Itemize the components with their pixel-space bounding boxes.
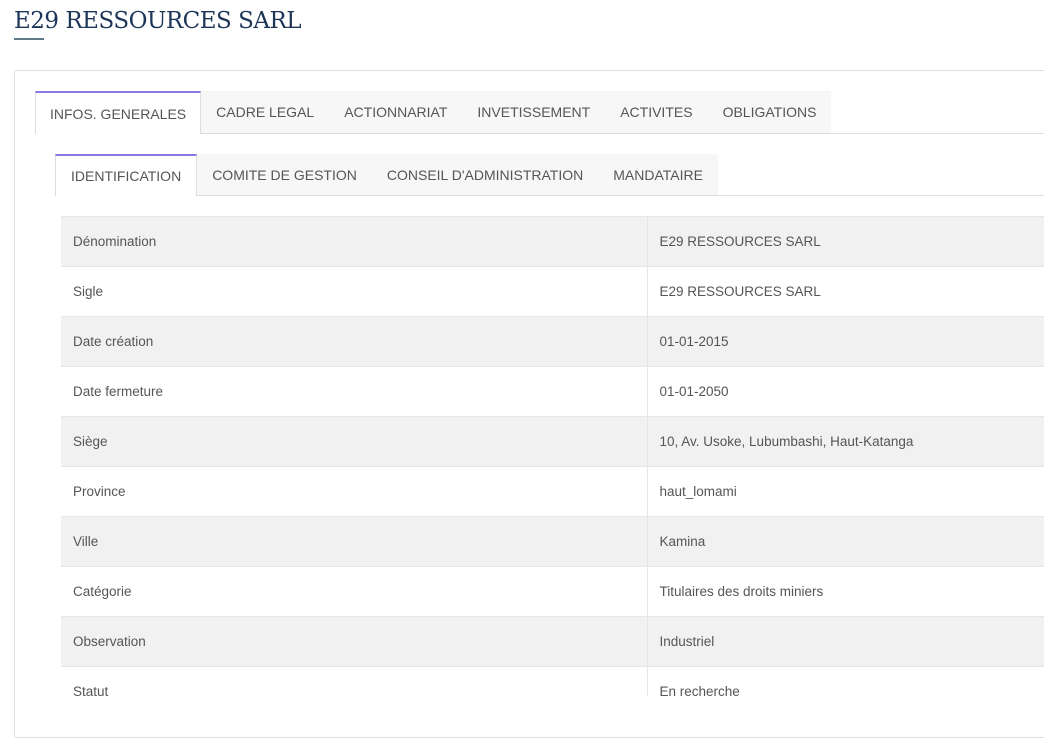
subtab-mandataire[interactable]: MANDATAIRE xyxy=(598,154,718,195)
field-value: En recherche xyxy=(647,666,1044,696)
field-label: Sigle xyxy=(61,266,648,317)
field-label: Date création xyxy=(61,316,648,367)
main-tabs: INFOS. GENERALES CADRE LEGAL ACTIONNARIA… xyxy=(35,91,1044,134)
field-label: Dénomination xyxy=(61,216,648,267)
table-row: Siège 10, Av. Usoke, Lubumbashi, Haut-Kat… xyxy=(61,416,1044,467)
table-row: Date fermeture 01-01-2050 xyxy=(61,366,1044,417)
sub-tabs: IDENTIFICATION COMITE DE GESTION CONSEIL… xyxy=(55,154,1044,196)
table-row: Statut En recherche xyxy=(61,666,1044,696)
identification-table-scroll[interactable]: Dénomination E29 RESSOURCES SARL Sigle E29 … xyxy=(61,216,1044,696)
identification-table: Dénomination E29 RESSOURCES SARL Sigle E29 … xyxy=(61,216,1044,696)
field-value: 10, Av. Usoke, Lubumbashi, Haut-Katanga xyxy=(647,416,1044,467)
field-value: E29 RESSOURCES SARL xyxy=(647,266,1044,317)
field-label: Ville xyxy=(61,516,648,567)
tab-actionnariat[interactable]: ACTIONNARIAT xyxy=(329,91,463,133)
table-row: Catégorie Titulaires des droits miniers xyxy=(61,566,1044,617)
subtab-identification[interactable]: IDENTIFICATION xyxy=(55,154,198,196)
field-value: Titulaires des droits miniers xyxy=(647,566,1044,617)
field-label: Siège xyxy=(61,416,648,467)
field-label: Statut xyxy=(61,666,648,696)
table-row: Dénomination E29 RESSOURCES SARL xyxy=(61,216,1044,267)
subtab-comite-de-gestion[interactable]: COMITE DE GESTION xyxy=(197,154,372,195)
field-label: Catégorie xyxy=(61,566,648,617)
field-label: Province xyxy=(61,466,648,517)
field-value: Kamina xyxy=(647,516,1044,567)
field-label: Date fermeture xyxy=(61,366,648,417)
tab-cadre-legal[interactable]: CADRE LEGAL xyxy=(201,91,330,133)
content-card xyxy=(14,70,1044,738)
table-row: Observation Industriel xyxy=(61,616,1044,667)
page-title: E29 RESSOURCES SARL xyxy=(14,8,302,34)
table-row: Sigle E29 RESSOURCES SARL xyxy=(61,266,1044,317)
tab-activites[interactable]: ACTIVITES xyxy=(605,91,708,133)
field-value: haut_lomami xyxy=(647,466,1044,517)
field-value: 01-01-2015 xyxy=(647,316,1044,367)
tab-infos-generales[interactable]: INFOS. GENERALES xyxy=(35,91,202,134)
table-row: Province haut_lomami xyxy=(61,466,1044,517)
tab-investissement[interactable]: INVETISSEMENT xyxy=(462,91,606,133)
title-underline xyxy=(14,38,44,40)
field-value: E29 RESSOURCES SARL xyxy=(647,216,1044,267)
tab-obligations[interactable]: OBLIGATIONS xyxy=(707,91,832,133)
table-row: Ville Kamina xyxy=(61,516,1044,567)
field-value: 01-01-2050 xyxy=(647,366,1044,417)
subtab-conseil-administration[interactable]: CONSEIL D'ADMINISTRATION xyxy=(371,154,599,195)
field-value: Industriel xyxy=(647,616,1044,667)
table-row: Date création 01-01-2015 xyxy=(61,316,1044,367)
field-label: Observation xyxy=(61,616,648,667)
